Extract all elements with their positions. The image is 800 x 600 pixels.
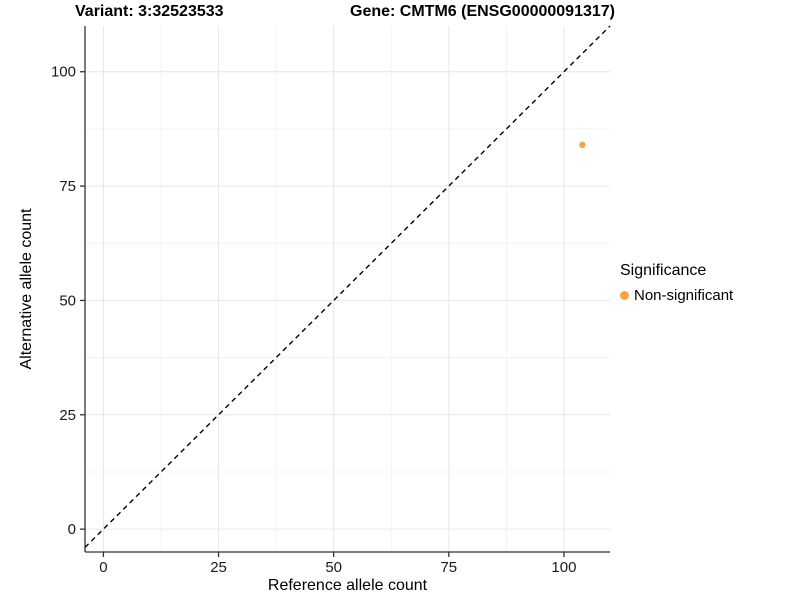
- legend-item-label: Non-significant: [634, 287, 734, 304]
- legend-item-non-significant: Non-significant: [620, 287, 733, 304]
- y-tick-label: 50: [59, 292, 76, 309]
- y-tick-label: 0: [68, 521, 76, 538]
- x-tick-label: 100: [551, 559, 576, 576]
- y-tick-label: 100: [51, 64, 76, 81]
- y-tick-label: 75: [59, 178, 76, 195]
- y-axis-title: Alternative allele count: [18, 208, 35, 370]
- plot-title-variant: Variant: 3:32523533: [75, 3, 224, 20]
- data-point: [579, 141, 586, 149]
- x-tick-label: 50: [325, 559, 342, 576]
- identity-reference-line: [84, 25, 611, 548]
- plot-title-gene: Gene: CMTM6 (ENSG00000091317): [350, 3, 615, 20]
- x-tick-label: 25: [210, 559, 227, 576]
- legend: Significance Non-significant: [620, 262, 733, 304]
- legend-title: Significance: [620, 262, 707, 279]
- legend-point-icon: [620, 291, 629, 300]
- y-tick-label: 25: [59, 407, 76, 424]
- x-tick-label: 75: [440, 559, 457, 576]
- x-axis-title: Reference allele count: [267, 577, 428, 594]
- x-tick-label: 0: [99, 559, 107, 576]
